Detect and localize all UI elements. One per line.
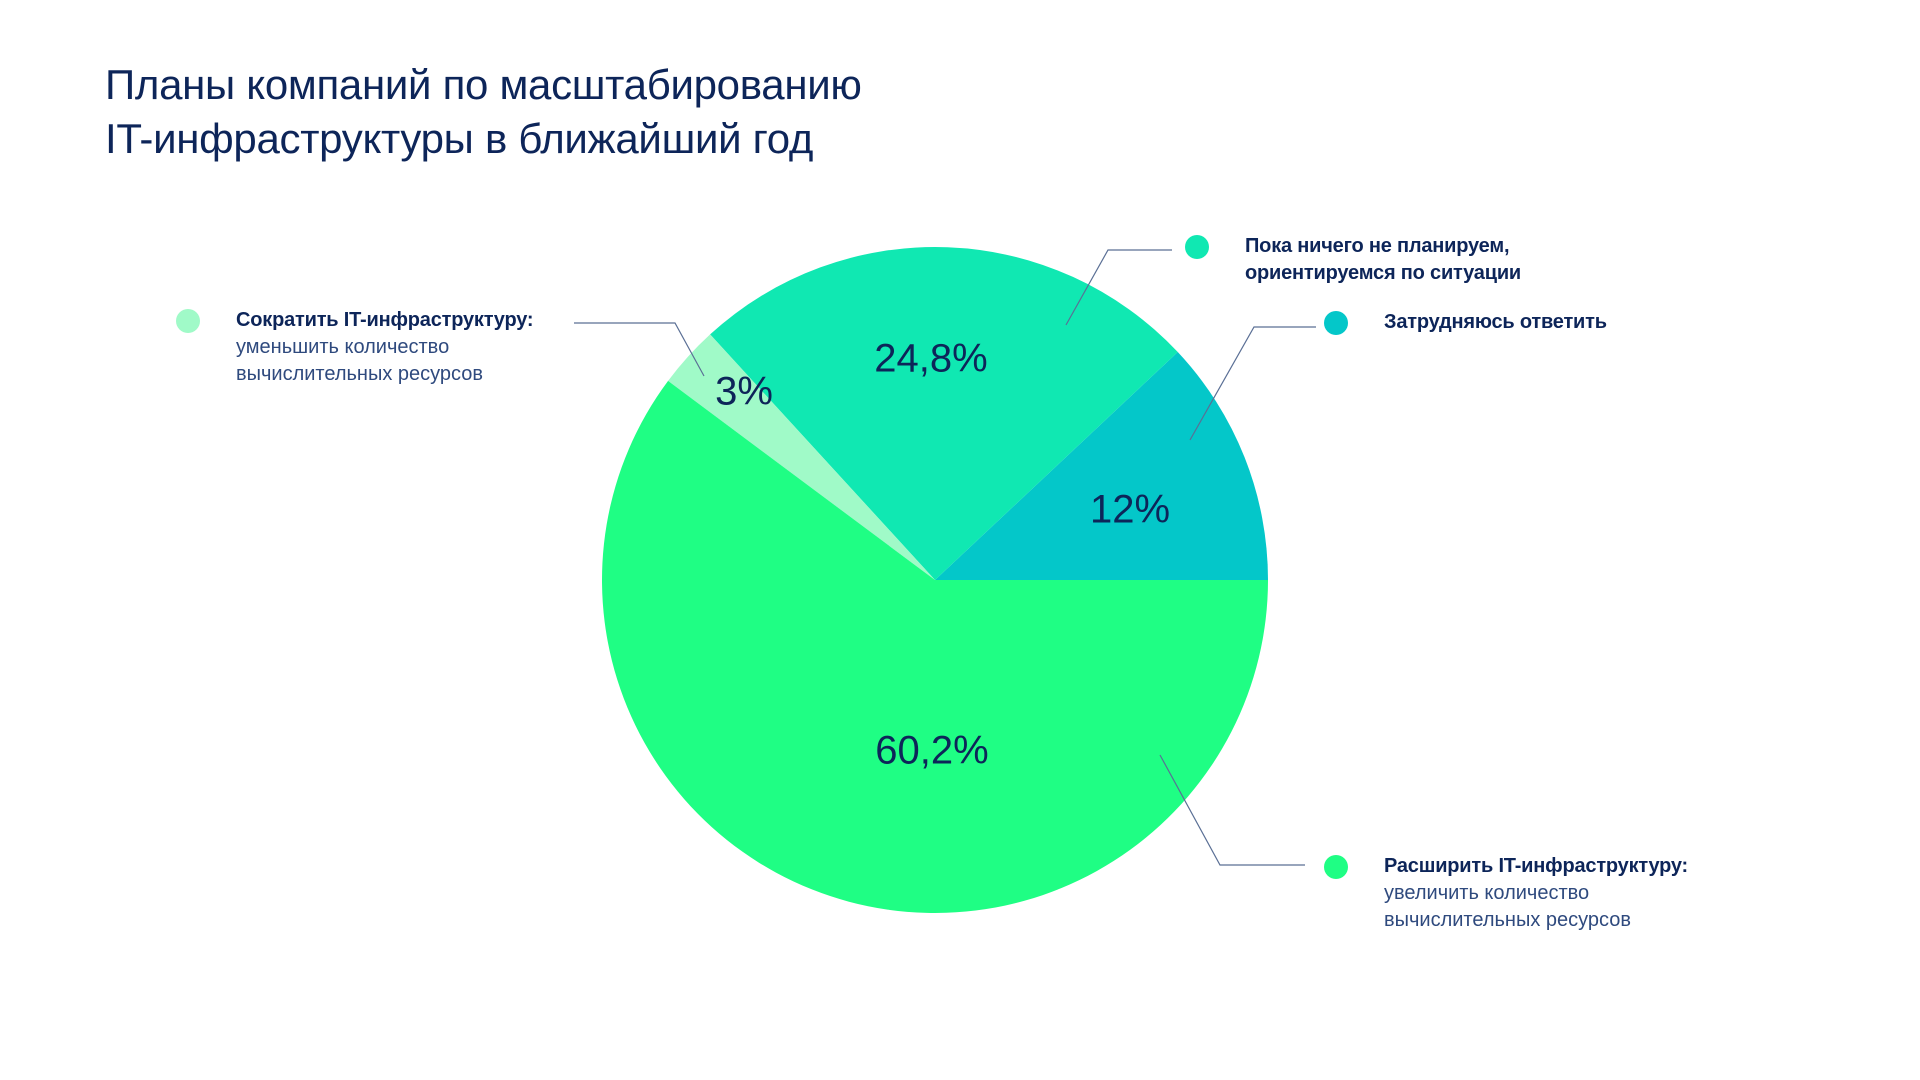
legend-subtitle-expand: увеличить количество вычислительных ресу…: [1384, 882, 1632, 931]
leader-line-expand: [1159, 754, 1305, 866]
legend-title-expand: Расширить IT-инфраструктуру:: [1384, 855, 1689, 877]
slice-label-expand: 60,2%: [875, 729, 988, 773]
legend-item-hard: Затрудняюсь ответить: [1324, 309, 1607, 336]
slice-label-none: 24,8%: [874, 337, 987, 381]
slice-label-hard: 12%: [1090, 488, 1170, 532]
chart-title-line-1: Планы компаний по масштабированию: [105, 61, 862, 108]
pie-slice-hard: [935, 352, 1268, 580]
legend-title-reduce: Сократить IT-инфраструктуру:: [236, 309, 534, 331]
legend-dot-reduce: [176, 309, 200, 333]
legend-item-none: Пока ничего не планируем, ориентируемся …: [1185, 233, 1605, 287]
legend-dot-expand: [1324, 855, 1348, 879]
legend-dot-none: [1185, 235, 1209, 259]
pie-slice-none: [710, 246, 1178, 580]
pie-slice-reduce: [668, 334, 935, 580]
legend-title-none: Пока ничего не планируем, ориентируемся …: [1245, 235, 1522, 284]
legend-subtitle-reduce: уменьшить количество вычислительных ресу…: [236, 336, 484, 385]
leader-line-none: [1065, 249, 1172, 326]
chart-title-line-2: IT-инфраструктуры в ближайший год: [105, 115, 814, 162]
pie-slice-expand: [602, 380, 1268, 914]
chart-title: Планы компаний по масштабированию IT-инф…: [105, 58, 862, 166]
leader-line-reduce: [574, 322, 705, 377]
leader-line-hard: [1189, 326, 1316, 441]
legend-item-reduce: Сократить IT-инфраструктуру: уменьшить к…: [176, 307, 534, 388]
legend-dot-hard: [1324, 311, 1348, 335]
legend-item-expand: Расширить IT-инфраструктуру: увеличить к…: [1324, 853, 1689, 934]
slice-label-reduce: 3%: [715, 370, 773, 414]
legend-title-hard: Затрудняюсь ответить: [1384, 311, 1607, 333]
